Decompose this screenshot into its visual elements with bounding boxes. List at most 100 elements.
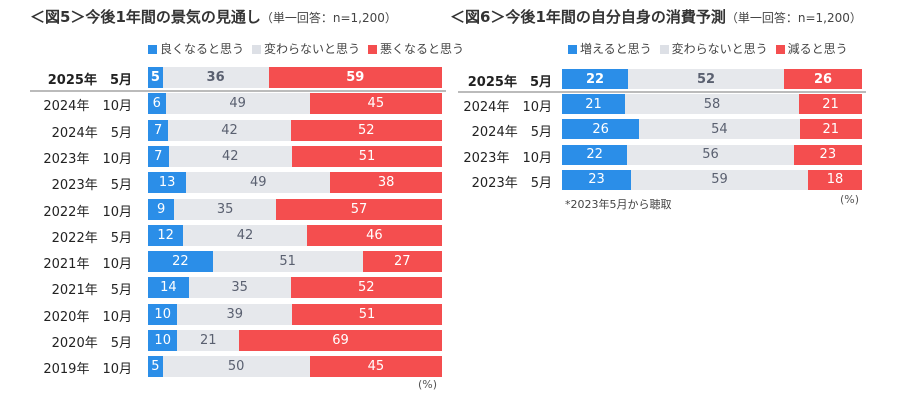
- bar-row: 14 35 52: [148, 277, 442, 299]
- bar-row: 6 49 45: [148, 93, 442, 115]
- bar-segment: 6: [148, 93, 166, 115]
- legend-swatch: [252, 45, 262, 54]
- legend-item: 悪くなると思う: [368, 40, 464, 57]
- category-label: 2024年 5月: [51, 125, 132, 141]
- bar-segment: 52: [290, 277, 442, 299]
- bar-segment: 13: [148, 172, 187, 194]
- bar-segment: 52: [290, 119, 442, 141]
- bar-segment: 35: [174, 198, 277, 220]
- chart-5-title: ＜図5＞今後1年間の景気の見通し（単一回答：n=1,200）: [30, 6, 397, 27]
- bar-row: 22 56 23: [562, 144, 862, 165]
- bar-row: 23 59 18: [562, 169, 862, 190]
- legend-swatch: [368, 45, 378, 54]
- title-text: ＜図5＞今後1年間の景気の見通し: [30, 8, 261, 26]
- bar-segment: 27: [362, 251, 442, 273]
- bar-segment: 56: [627, 144, 794, 165]
- bar-row: 7 42 51: [148, 145, 442, 167]
- legend-item: 良くなると思う: [148, 40, 244, 57]
- bar-segment: 26: [562, 119, 640, 140]
- subtitle-text: （単一回答：n=1,200）: [260, 11, 397, 25]
- legend-label: 増えると思う: [580, 42, 652, 56]
- bar-row: 7 42 52: [148, 119, 442, 141]
- footnote: *2023年5月から聴取: [565, 198, 672, 211]
- category-label: 2021年 10月: [43, 257, 132, 273]
- bar-segment: 5: [148, 356, 163, 378]
- bar-segment: 21: [562, 94, 625, 115]
- bar-segment: 69: [239, 330, 442, 351]
- category-label: 2025年 5月: [467, 75, 552, 90]
- bar-segment: 58: [625, 94, 799, 115]
- divider: [30, 90, 446, 92]
- bar-segment: 23: [562, 169, 631, 190]
- bar-segment: 10: [148, 303, 178, 325]
- bar-segment: 39: [177, 303, 293, 325]
- category-label: 2020年 5月: [51, 336, 132, 351]
- category-label: 2025年 5月: [47, 73, 132, 88]
- bar-segment: 22: [562, 144, 628, 165]
- bar-segment: 42: [168, 145, 293, 167]
- category-label: 2020年 10月: [43, 309, 132, 325]
- bar-row: 22 51 27: [148, 251, 442, 273]
- category-label: 2022年 5月: [51, 230, 132, 246]
- bar-segment: 12: [148, 224, 184, 246]
- chart-6-title: ＜図6＞今後1年間の自分自身の消費予測（単一回答：n=1,200）: [450, 6, 862, 27]
- bar-segment: 5: [148, 67, 163, 88]
- bar-segment: 9: [148, 198, 175, 220]
- bar-segment: 49: [186, 172, 331, 194]
- bar-segment: 45: [309, 356, 442, 378]
- legend-swatch: [568, 45, 577, 54]
- bar-row: 10 39 51: [148, 303, 442, 325]
- bar-segment: 42: [168, 119, 291, 141]
- legend-swatch: [148, 45, 157, 54]
- bar-segment: 59: [268, 67, 442, 88]
- bar-segment: 52: [628, 69, 784, 89]
- bar-segment: 14: [148, 277, 189, 299]
- legend-label: 悪くなると思う: [380, 42, 465, 56]
- category-label: 2024年 10月: [43, 99, 132, 115]
- bar-segment: 42: [183, 224, 307, 246]
- category-label: 2023年 10月: [43, 151, 132, 167]
- legend-swatch: [775, 45, 785, 54]
- bar-segment: 36: [162, 67, 269, 88]
- bar-row: 9 35 57: [148, 198, 442, 220]
- bar-segment: 38: [330, 172, 442, 194]
- legend-item: 減ると思う: [775, 40, 848, 57]
- divider: [458, 91, 866, 93]
- category-label: 2024年 10月: [463, 100, 552, 116]
- bar-segment: 45: [309, 93, 442, 115]
- bar-segment: 51: [292, 303, 442, 325]
- bar-segment: 51: [292, 145, 442, 167]
- bar-row: 13 49 38: [148, 172, 442, 194]
- chart-5-legend: 良くなると思う 変わらないと思う 悪くなると思う: [148, 40, 464, 57]
- bar-row: 12 42 46: [148, 224, 442, 246]
- bar-segment: 7: [148, 145, 169, 167]
- bar-row: 21 58 21: [562, 94, 862, 115]
- bar-segment: 59: [631, 169, 808, 190]
- bar-row: 5 36 59: [148, 67, 442, 88]
- bar-segment: 23: [793, 144, 862, 165]
- bar-segment: 26: [784, 69, 862, 89]
- legend-item: 変わらないと思う: [252, 40, 360, 57]
- bar-segment: 21: [177, 330, 240, 351]
- bar-segment: 22: [562, 69, 628, 89]
- legend-item: 増えると思う: [568, 40, 652, 57]
- category-label: 2023年 5月: [51, 178, 132, 194]
- bar-segment: 50: [162, 356, 310, 378]
- bar-segment: 35: [188, 277, 291, 299]
- subtitle-text: （単一回答：n=1,200）: [725, 11, 862, 25]
- bar-segment: 10: [148, 330, 178, 351]
- bar-segment: 49: [165, 93, 310, 115]
- bar-segment: 51: [212, 251, 363, 273]
- unit-label: (%): [418, 378, 438, 391]
- bar-segment: 21: [799, 119, 862, 140]
- bar-row: 5 50 45: [148, 356, 442, 378]
- category-label: 2019年 10月: [43, 362, 132, 378]
- legend-label: 変わらないと思う: [671, 42, 768, 56]
- bar-row: 10 21 69: [148, 330, 442, 351]
- category-label: 2021年 5月: [51, 283, 132, 299]
- bar-segment: 21: [799, 94, 862, 115]
- category-label: 2024年 5月: [471, 125, 552, 141]
- category-label: 2023年 10月: [463, 150, 552, 166]
- legend-label: 変わらないと思う: [264, 42, 361, 56]
- legend-label: 良くなると思う: [160, 42, 245, 56]
